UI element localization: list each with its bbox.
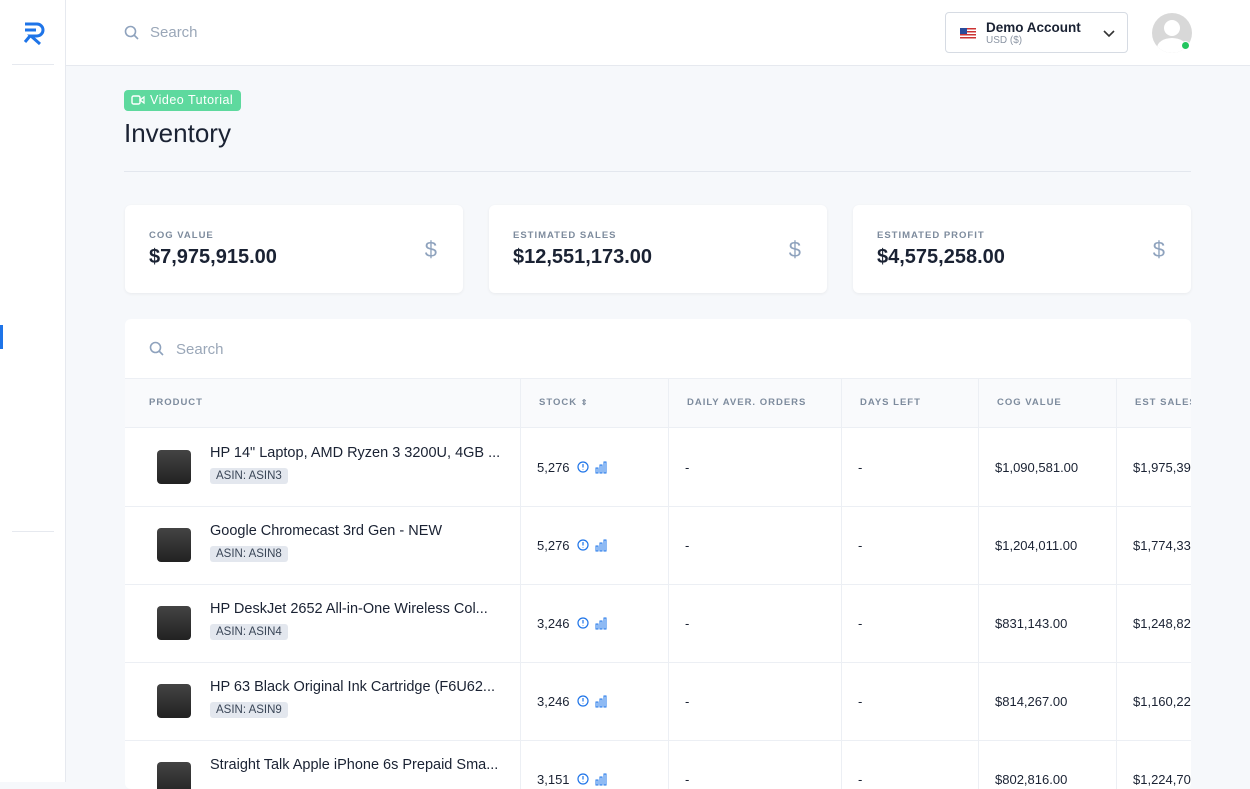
stock-value: 3,151 [537, 771, 570, 787]
account-selector[interactable]: Demo Account USD ($) [945, 12, 1128, 53]
daily-cell: - [685, 615, 690, 631]
stock-icons[interactable] [576, 694, 609, 708]
column-header: EST SALES [1135, 397, 1191, 408]
stat-card: ESTIMATED PROFIT $4,575,258.00 $ [853, 205, 1191, 293]
page-title: Inventory [124, 118, 231, 148]
stock-value: 3,246 [537, 615, 570, 631]
daily-cell: - [685, 537, 690, 553]
account-name: Demo Account [986, 20, 1081, 35]
stat-label: COG VALUE [149, 230, 214, 241]
account-currency: USD ($) [986, 35, 1023, 46]
product-name[interactable]: Google Chromecast 3rd Gen - NEW [210, 523, 443, 539]
product-name[interactable]: HP DeskJet 2652 All-in-One Wireless Col.… [210, 601, 488, 617]
logo [23, 22, 45, 46]
est-sales-cell: $1,975,39 [1133, 459, 1191, 475]
stock-value: 3,246 [537, 693, 570, 709]
stock-icons[interactable] [576, 460, 609, 474]
stock-cell: 5,276 [520, 506, 609, 584]
cog-cell: $831,143.00 [995, 615, 1068, 631]
stock-icons[interactable] [576, 538, 609, 552]
days-left-cell: - [858, 459, 863, 475]
product-name[interactable]: HP 14" Laptop, AMD Ryzen 3 3200U, 4GB ..… [210, 445, 501, 461]
stat-icon: $ [1152, 237, 1165, 262]
stock-icons[interactable] [576, 616, 609, 630]
asin-tag: ASIN: ASIN3 [210, 468, 288, 484]
stat-icon: $ [424, 237, 437, 262]
days-left-cell: - [858, 693, 863, 709]
cog-cell: $1,204,011.00 [995, 537, 1078, 553]
column-header: DAILY AVER. ORDERS [687, 397, 807, 408]
stock-cell: 5,276 [520, 428, 609, 506]
days-left-cell: - [858, 771, 863, 787]
stat-value: $4,575,258.00 [877, 246, 1005, 268]
cog-cell: $814,267.00 [995, 693, 1068, 709]
daily-cell: - [685, 771, 690, 787]
product-image [157, 450, 191, 484]
est-sales-cell: $1,248,82 [1133, 615, 1191, 631]
est-sales-cell: $1,160,22 [1133, 693, 1191, 709]
daily-cell: - [685, 459, 690, 475]
stock-value: 5,276 [537, 537, 570, 553]
product-image [157, 684, 191, 718]
product-name[interactable]: Straight Talk Apple iPhone 6s Prepaid Sm… [210, 757, 499, 773]
stat-card: ESTIMATED SALES $12,551,173.00 $ [489, 205, 827, 293]
est-sales-cell: $1,774,33 [1133, 537, 1191, 553]
asin-tag: ASIN: ASIN9 [210, 702, 288, 718]
stock-cell: 3,246 [520, 662, 609, 740]
product-image [157, 528, 191, 562]
product-image [157, 606, 191, 640]
column-header[interactable]: STOCK ⇕ [539, 397, 589, 408]
stat-value: $7,975,915.00 [149, 246, 277, 268]
asin-tag: ASIN: ASIN4 [210, 624, 288, 640]
column-header: DAYS LEFT [860, 397, 921, 408]
days-left-cell: - [858, 537, 863, 553]
product-image [157, 762, 191, 789]
stock-value: 5,276 [537, 459, 570, 475]
video-tutorial-badge[interactable]: Video Tutorial [124, 90, 242, 111]
stock-cell: 3,246 [520, 584, 609, 662]
stat-icon: $ [788, 237, 801, 262]
daily-cell: - [685, 693, 690, 709]
top-bar: Search Demo Account USD ($) [66, 0, 1250, 66]
days-left-cell: - [858, 615, 863, 631]
column-header: PRODUCT [149, 397, 203, 408]
sidebar [0, 0, 66, 782]
stock-icons[interactable] [576, 772, 609, 786]
inventory-table: Search PRODUCT STOCK ⇕ DAILY AVER. ORDERS D… [125, 319, 1191, 789]
table-search-input[interactable]: Search [176, 341, 224, 358]
cog-cell: $1,090,581.00 [995, 459, 1079, 475]
stat-value: $12,551,173.00 [513, 246, 653, 268]
stat-label: ESTIMATED SALES [513, 230, 617, 241]
product-name[interactable]: HP 63 Black Original Ink Cartridge (F6U6… [210, 679, 496, 695]
stat-card: COG VALUE $7,975,915.00 $ [125, 205, 463, 293]
search-icon [124, 25, 139, 40]
asin-tag: ASIN: ASIN8 [210, 546, 288, 562]
stat-label: ESTIMATED PROFIT [877, 230, 985, 241]
column-header: COG VALUE [997, 397, 1062, 408]
search-input[interactable]: Search [150, 24, 198, 41]
